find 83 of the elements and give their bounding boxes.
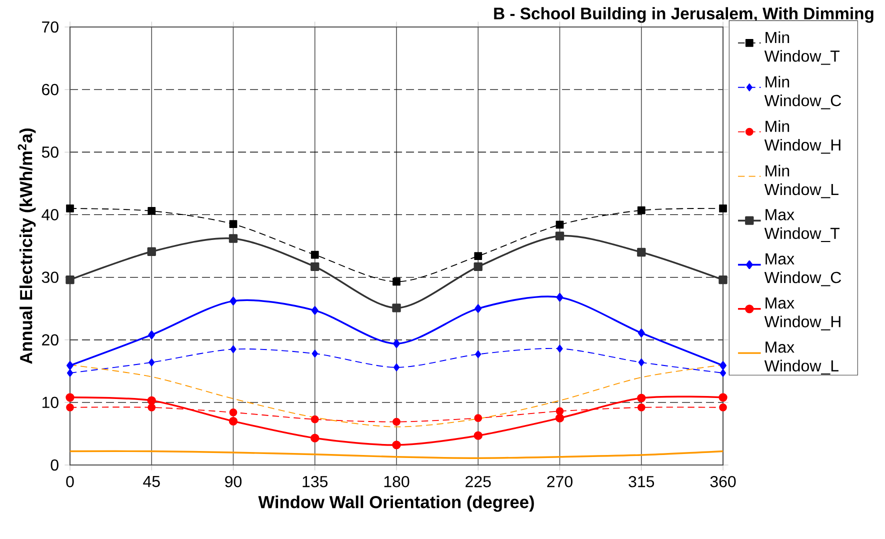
y-tick-label: 20 (42, 334, 58, 346)
y-tick-label: 70 (42, 21, 58, 33)
point (555, 232, 564, 240)
point (638, 358, 644, 366)
point (66, 361, 74, 370)
point (148, 207, 156, 215)
x-tick-label: 135 (302, 476, 328, 488)
point (148, 403, 156, 412)
legend-label: Min Window_T (764, 31, 840, 65)
point (230, 296, 237, 306)
point (474, 431, 482, 440)
y-tick-label: 60 (42, 84, 58, 96)
point (66, 204, 74, 212)
point (147, 396, 156, 405)
point (148, 330, 156, 340)
point (556, 292, 564, 302)
x-tick-label: 225 (466, 476, 491, 488)
point (66, 275, 74, 284)
point (229, 220, 238, 228)
point (228, 416, 238, 426)
x-axis-title: Window Wall Orientation (degree) (258, 496, 534, 512)
point (310, 434, 320, 442)
point (555, 414, 564, 422)
point (312, 350, 318, 358)
point (718, 393, 728, 402)
point (474, 252, 482, 260)
point (637, 248, 646, 257)
point (228, 234, 238, 243)
point (392, 418, 400, 426)
point (66, 403, 74, 412)
point (720, 369, 726, 377)
point (66, 369, 74, 377)
legend-label: Max Window_H (764, 298, 840, 330)
chart-title: B - School Building in Jerusalem, With Dimming (494, 7, 874, 23)
point (556, 344, 563, 353)
x-tick-label: 45 (143, 476, 160, 488)
y-tick-label: 10 (42, 396, 58, 408)
point (393, 363, 400, 372)
point (638, 328, 645, 338)
x-tick-label: 180 (384, 476, 410, 488)
legend-label: Max Window_L (764, 342, 838, 375)
point (392, 278, 400, 286)
point (556, 407, 564, 416)
point (718, 275, 728, 284)
point (720, 361, 726, 370)
point (637, 206, 646, 214)
point (475, 350, 482, 358)
point (310, 262, 320, 271)
point (719, 204, 727, 212)
y-tick-label: 40 (42, 209, 58, 220)
point (147, 247, 156, 256)
x-tick-label: 90 (225, 476, 242, 488)
point (474, 304, 482, 313)
point (148, 358, 155, 366)
legend-label: Max Window_T (764, 209, 840, 242)
point (474, 414, 482, 422)
legend-label: Min Window_L (764, 164, 838, 198)
point (310, 250, 319, 259)
point (230, 345, 236, 354)
y-tick-label: 30 (42, 272, 58, 283)
x-tick-label: 270 (547, 476, 572, 488)
point (556, 220, 564, 229)
x-tick-label: 315 (628, 476, 654, 488)
point (392, 440, 401, 450)
y-tick-label: 0 (50, 459, 58, 471)
point (393, 339, 400, 348)
point (474, 262, 482, 271)
point (637, 403, 646, 412)
legend-label: Min Window_C (764, 76, 842, 110)
point (392, 304, 401, 312)
x-tick-label: 0 (66, 476, 74, 488)
line-series (70, 450, 724, 459)
point (311, 306, 318, 315)
point (637, 394, 646, 402)
legend-label: Max Window_C (764, 253, 842, 286)
point (229, 408, 238, 416)
point (719, 403, 727, 412)
y-tick-label: 50 (42, 146, 58, 158)
y-axis-title: Annual Electricity (kWh/m$^{2}$a) (18, 128, 36, 364)
legend-label: Min Window_H (764, 120, 840, 154)
point (310, 415, 319, 424)
x-tick-label: 360 (710, 476, 736, 488)
point (66, 393, 74, 402)
